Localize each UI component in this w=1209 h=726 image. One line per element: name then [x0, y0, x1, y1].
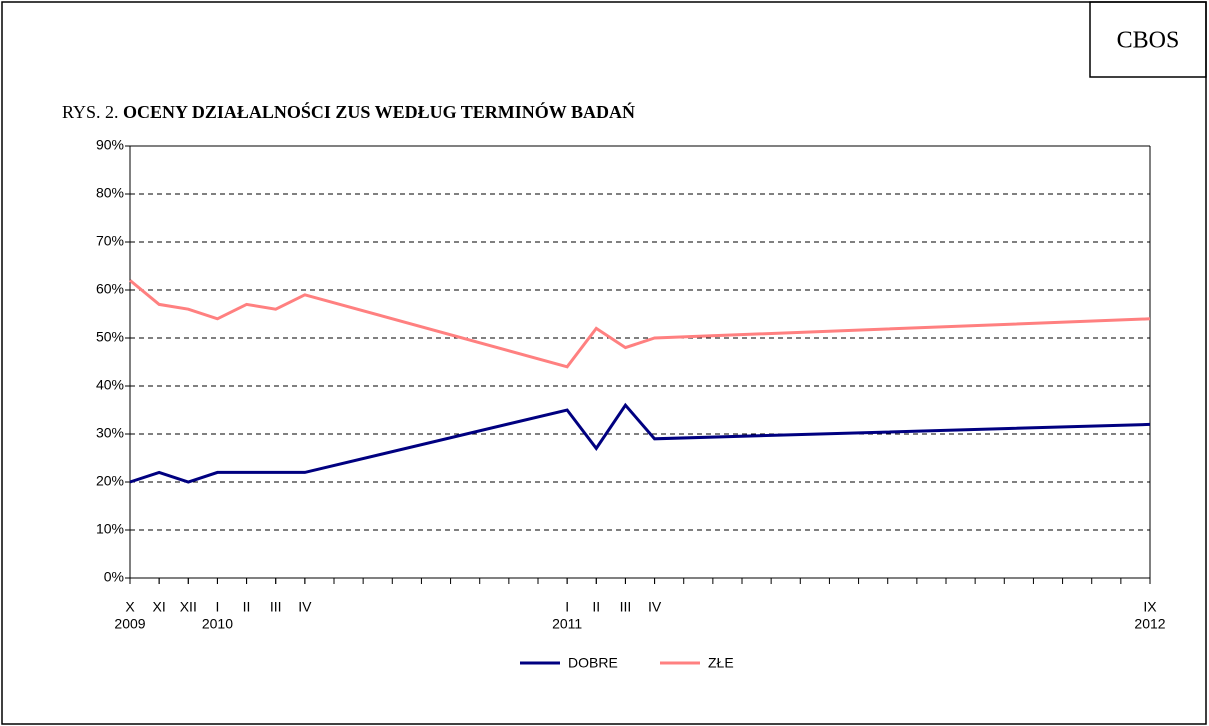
- badge: CBOS: [1117, 28, 1180, 54]
- title-prefix: RYS. 2.: [62, 102, 119, 122]
- y-tick-label: 90%: [96, 137, 124, 153]
- x-tick-label: IX: [1143, 599, 1157, 615]
- chart-title: RYS. 2. OCENY DZIAŁALNOŚCI ZUS WEDŁUG TE…: [62, 101, 635, 122]
- y-tick-label: 30%: [96, 425, 124, 441]
- y-tick-label: 40%: [96, 377, 124, 393]
- x-tick-label: X: [125, 599, 135, 615]
- x-year-label: 2012: [1134, 616, 1165, 632]
- series-line: [129, 279, 1151, 369]
- x-year-label: 2011: [552, 616, 582, 632]
- y-tick-label: 60%: [96, 281, 124, 297]
- y-tick-label: 0%: [104, 569, 124, 585]
- title-main: OCENY DZIAŁALNOŚCI ZUS WEDŁUG TERMINÓW B…: [123, 101, 635, 122]
- x-tick-label: III: [270, 599, 282, 615]
- legend-label: ZŁE: [708, 655, 734, 671]
- series-line: [129, 402, 1151, 484]
- legend-label: DOBRE: [568, 655, 618, 671]
- x-year-label: 2010: [202, 616, 233, 632]
- y-tick-label: 70%: [96, 233, 124, 249]
- y-tick-label: 10%: [96, 521, 124, 537]
- y-tick-label: 20%: [96, 473, 124, 489]
- x-tick-label: III: [620, 599, 632, 615]
- y-tick-label: 80%: [96, 185, 124, 201]
- x-tick-label: II: [243, 599, 251, 615]
- x-tick-label: I: [565, 599, 569, 615]
- badge-box: [1089, 1, 1207, 78]
- x-tick-label: IV: [298, 599, 312, 615]
- x-tick-label: IV: [648, 599, 662, 615]
- x-tick-label: XI: [153, 599, 166, 615]
- x-tick-label: I: [215, 599, 219, 615]
- y-tick-label: 50%: [96, 329, 124, 345]
- x-tick-label: XII: [180, 599, 197, 615]
- x-year-label: 2009: [114, 616, 145, 632]
- x-tick-label: II: [592, 599, 600, 615]
